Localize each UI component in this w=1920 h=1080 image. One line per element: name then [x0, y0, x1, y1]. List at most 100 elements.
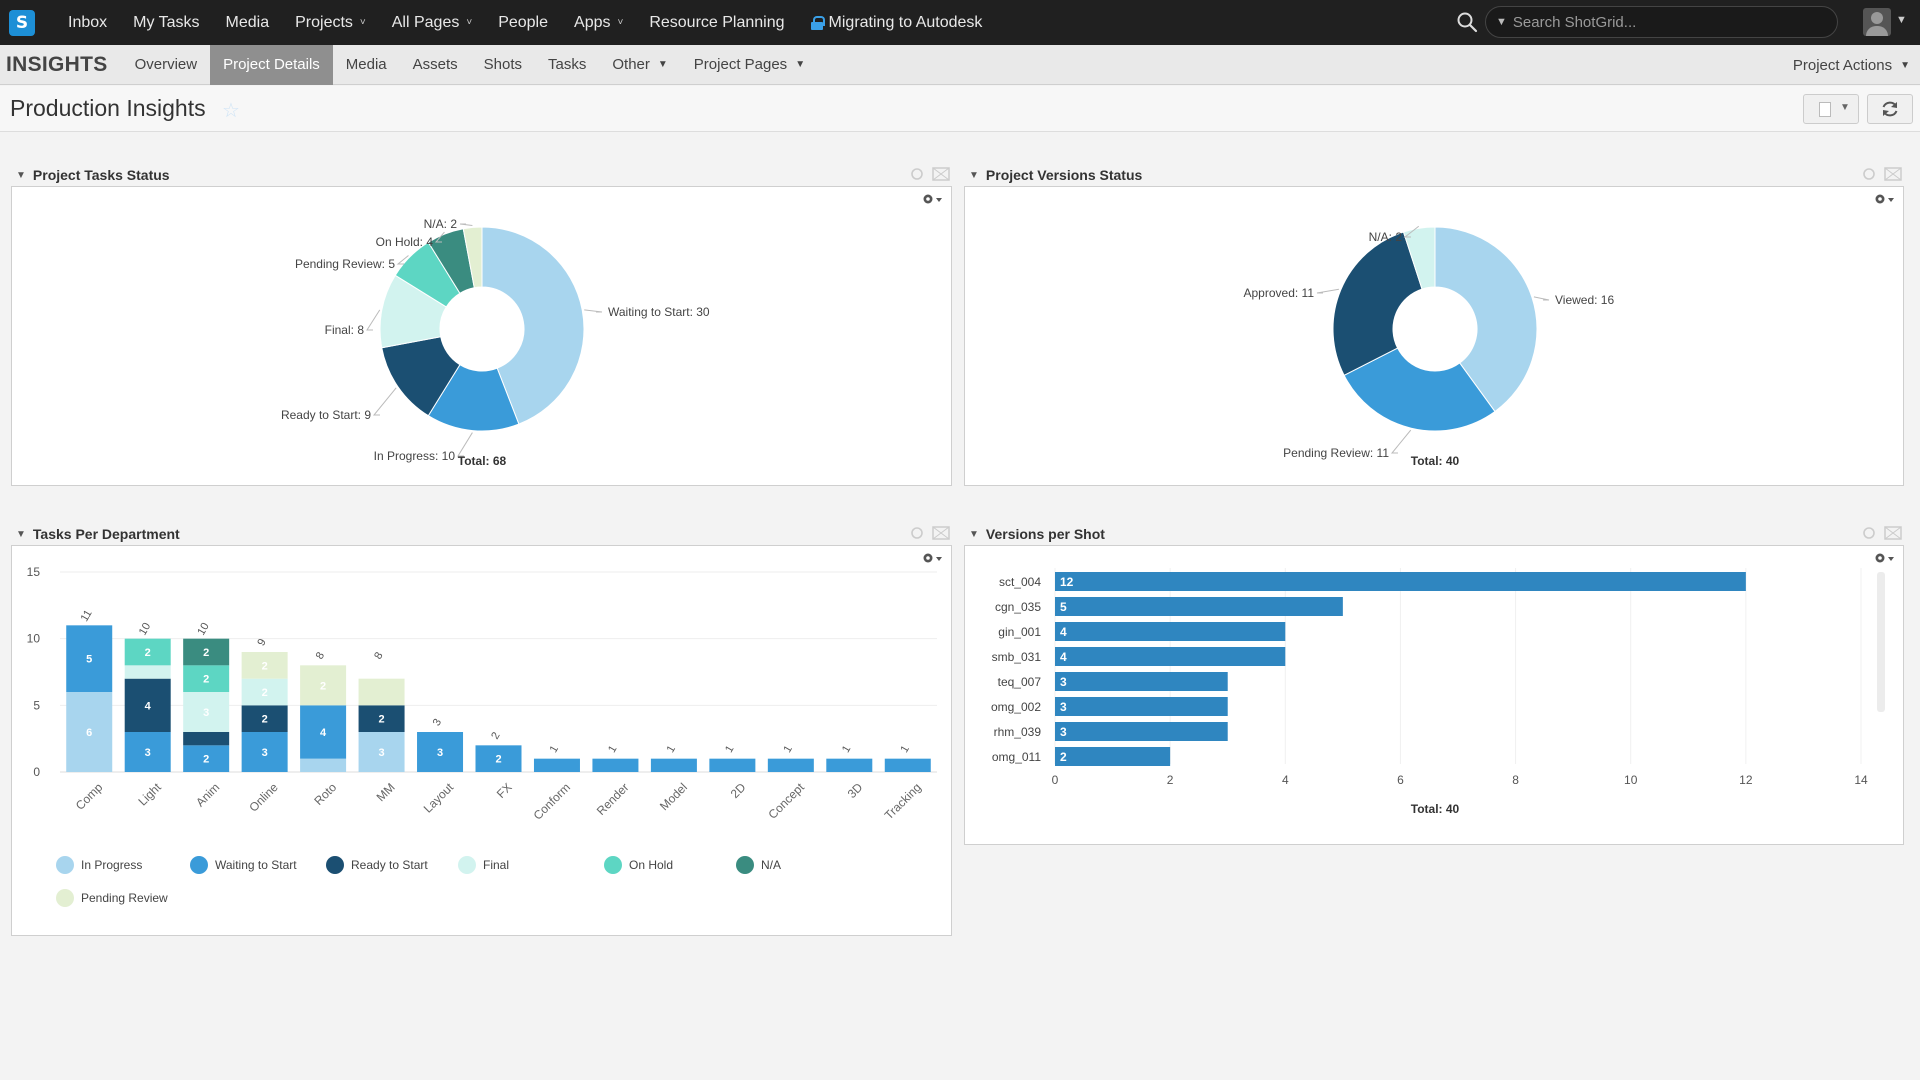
user-menu-caret-icon[interactable]: ▼: [1896, 14, 1907, 26]
tab-tasks[interactable]: Tasks: [535, 45, 599, 85]
widget-maximize-icon[interactable]: [932, 167, 950, 181]
tab-project-details[interactable]: Project Details: [210, 44, 333, 85]
pie-slice-approved[interactable]: [1332, 231, 1423, 376]
widget-maximize-icon[interactable]: [932, 526, 950, 540]
bar-segment[interactable]: [358, 678, 405, 706]
bar-segment[interactable]: [358, 705, 405, 732]
bar-segment[interactable]: [650, 758, 697, 772]
bar-segment-label: 3: [203, 707, 209, 719]
shotgrid-logo[interactable]: S: [9, 9, 35, 36]
gear-icon[interactable]: [921, 551, 943, 565]
bar-segment[interactable]: [884, 758, 931, 772]
tab-project-pages[interactable]: Project Pages ▼: [681, 45, 818, 85]
user-avatar[interactable]: [1863, 8, 1891, 36]
legend-item[interactable]: Pending Review: [56, 889, 168, 907]
chart-scrollbar[interactable]: [1877, 572, 1885, 712]
legend-label: Ready to Start: [351, 858, 428, 872]
widget-maximize-icon[interactable]: [1884, 526, 1902, 540]
collapse-triangle-icon[interactable]: ▼: [969, 169, 979, 181]
pie-slice-waiting-to-start[interactable]: [481, 226, 585, 425]
bar-segment[interactable]: [417, 732, 464, 772]
bar[interactable]: [1055, 572, 1746, 591]
bar-segment[interactable]: [241, 678, 288, 706]
bar-segment[interactable]: [124, 665, 171, 679]
legend-item[interactable]: On Hold: [604, 856, 673, 874]
nav-my-tasks[interactable]: My Tasks: [120, 0, 212, 45]
tab-shots[interactable]: Shots: [471, 45, 535, 85]
nav-people[interactable]: People: [485, 0, 561, 45]
bar-segment[interactable]: [183, 692, 230, 732]
gear-icon[interactable]: [1873, 551, 1895, 565]
bar-segment[interactable]: [66, 625, 113, 692]
search-input[interactable]: [1512, 13, 1813, 31]
widget-refresh-icon[interactable]: [1862, 526, 1876, 540]
bar-segment[interactable]: [66, 692, 113, 772]
bar[interactable]: [1055, 597, 1343, 616]
nav-inbox[interactable]: Inbox: [55, 0, 120, 45]
bar-segment[interactable]: [241, 705, 288, 732]
tab-assets[interactable]: Assets: [400, 45, 471, 85]
search-icon[interactable]: [1456, 11, 1478, 33]
tab-overview[interactable]: Overview: [122, 45, 211, 85]
project-actions-menu[interactable]: Project Actions ▼: [1793, 45, 1910, 85]
gear-icon[interactable]: [1873, 192, 1895, 206]
widget-maximize-icon[interactable]: [1884, 167, 1902, 181]
nav-projects[interactable]: Projects ˅: [282, 0, 379, 45]
pie-slice-pending-review[interactable]: [1343, 347, 1496, 432]
gear-icon[interactable]: [921, 192, 943, 206]
pie-slice-viewed[interactable]: [1434, 226, 1538, 413]
bar-segment[interactable]: [183, 732, 230, 746]
bar-segment[interactable]: [183, 638, 230, 666]
bar-segment[interactable]: [241, 652, 288, 679]
bar-segment[interactable]: [358, 732, 405, 772]
bar-segment[interactable]: [124, 678, 171, 732]
bar-segment[interactable]: [533, 758, 580, 772]
legend-item[interactable]: N/A: [736, 856, 781, 874]
bar-segment[interactable]: [241, 732, 288, 772]
bar-segment[interactable]: [300, 665, 347, 706]
y-category-label: omg_002: [991, 700, 1041, 714]
tab-media[interactable]: Media: [333, 45, 400, 85]
bar-segment[interactable]: [300, 705, 347, 759]
legend-item[interactable]: Ready to Start: [326, 856, 428, 874]
bar-segment[interactable]: [592, 758, 639, 772]
tab-other[interactable]: Other ▼: [599, 45, 680, 85]
y-category-label: omg_011: [992, 750, 1041, 764]
collapse-triangle-icon[interactable]: ▼: [16, 169, 26, 181]
nav-resource-planning[interactable]: Resource Planning: [636, 0, 797, 45]
bar-segment[interactable]: [183, 745, 230, 772]
bar-segment[interactable]: [124, 732, 171, 772]
caret-down-icon: ▼: [657, 59, 668, 70]
page-document-menu-button[interactable]: ▼: [1803, 94, 1859, 124]
bar[interactable]: [1055, 622, 1286, 641]
bar[interactable]: [1055, 647, 1286, 666]
bar-segment[interactable]: [183, 665, 230, 692]
legend-item[interactable]: Waiting to Start: [190, 856, 297, 874]
bar[interactable]: [1055, 697, 1228, 716]
legend-item[interactable]: Final: [458, 856, 509, 874]
bar-segment[interactable]: [124, 638, 171, 666]
pie-slice-n-a[interactable]: [462, 226, 483, 289]
migrating-to-autodesk-link[interactable]: Migrating to Autodesk: [798, 0, 996, 45]
pie-slice-n-a[interactable]: [1402, 226, 1436, 290]
collapse-triangle-icon[interactable]: ▼: [969, 528, 979, 540]
bar[interactable]: [1055, 722, 1228, 741]
bar-segment[interactable]: [300, 758, 347, 772]
widget-refresh-icon[interactable]: [1862, 167, 1876, 181]
widget-refresh-icon[interactable]: [910, 167, 924, 181]
bar-segment[interactable]: [475, 745, 522, 772]
bar-segment[interactable]: [767, 758, 814, 772]
refresh-page-button[interactable]: [1867, 94, 1913, 124]
widget-refresh-icon[interactable]: [910, 526, 924, 540]
legend-item[interactable]: In Progress: [56, 856, 142, 874]
collapse-triangle-icon[interactable]: ▼: [16, 528, 26, 540]
favorite-star-icon[interactable]: ☆: [222, 100, 240, 122]
nav-apps[interactable]: Apps ˅: [561, 0, 636, 45]
bar[interactable]: [1055, 672, 1228, 691]
nav-media[interactable]: Media: [213, 0, 283, 45]
nav-all-pages[interactable]: All Pages ˅: [379, 0, 485, 45]
bar-segment[interactable]: [826, 758, 873, 772]
bar-segment[interactable]: [709, 758, 756, 772]
bar[interactable]: [1055, 747, 1171, 766]
chevron-down-icon[interactable]: ▼: [1496, 16, 1507, 28]
